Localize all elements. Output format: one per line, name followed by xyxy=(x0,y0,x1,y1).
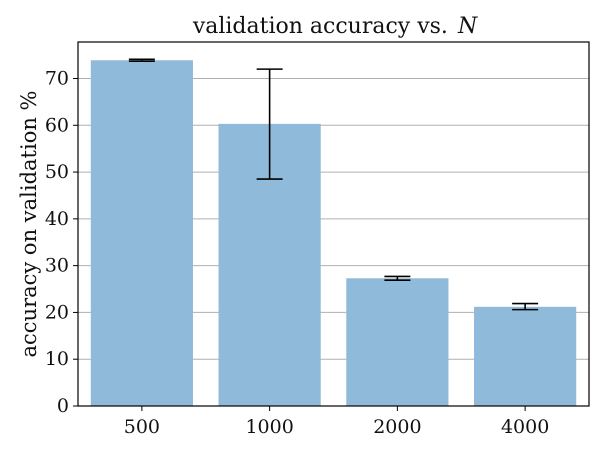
error-bar xyxy=(256,68,283,180)
x-tick-label: 1000 xyxy=(245,416,293,438)
x-tick-label: 2000 xyxy=(373,416,421,438)
error-bar xyxy=(128,58,155,62)
x-tick-label: 500 xyxy=(124,416,160,438)
bars-group xyxy=(90,60,577,406)
chart-title: validation accuracy vs. N xyxy=(192,14,478,39)
error-bar xyxy=(384,275,411,281)
plot-frame xyxy=(77,41,590,407)
bar xyxy=(90,60,193,406)
x-axis-ticks: 500 1000 2000 4000 xyxy=(124,406,549,438)
y-axis-ticks: 0 10 20 30 40 50 60 70 xyxy=(45,67,78,417)
y-tick-label: 20 xyxy=(45,301,69,323)
bar xyxy=(474,306,577,406)
y-tick-label: 30 xyxy=(45,255,69,277)
bar xyxy=(346,278,449,406)
chart-title-variable: N xyxy=(457,14,478,39)
y-axis-label: accuracy on validation % xyxy=(17,90,41,357)
chart-title-text: validation accuracy vs. xyxy=(192,14,448,39)
error-bars-group xyxy=(128,58,539,311)
error-bar xyxy=(512,302,539,311)
y-tick-label: 10 xyxy=(45,348,69,370)
y-tick-label: 50 xyxy=(45,161,69,183)
x-tick-label: 4000 xyxy=(501,416,549,438)
y-tick-label: 0 xyxy=(57,395,69,417)
y-tick-label: 60 xyxy=(45,114,69,136)
y-tick-label: 70 xyxy=(45,67,69,89)
y-tick-label: 40 xyxy=(45,208,69,230)
